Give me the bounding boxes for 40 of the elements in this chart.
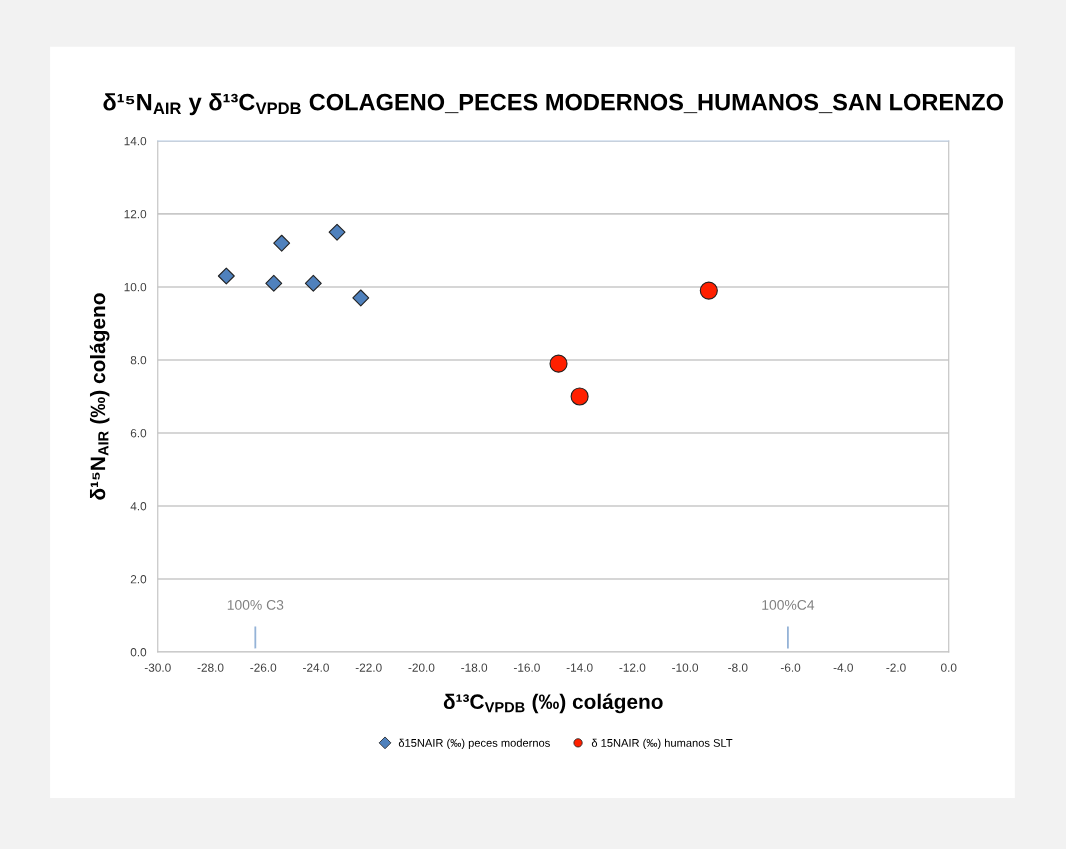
- annotation: 100% C3: [227, 600, 284, 610]
- x-tick-label: -6.0: [780, 663, 801, 672]
- point: [352, 289, 370, 307]
- y-tick-label: 2.0: [130, 575, 147, 584]
- point: [217, 267, 235, 285]
- y-tick-label: 8.0: [130, 356, 147, 365]
- point: [328, 223, 346, 241]
- x-tick-label: -10.0: [672, 663, 699, 672]
- legend-label: δ 15NAIR (‰) humanos SLT: [591, 738, 733, 750]
- point: [265, 274, 283, 292]
- point: [273, 234, 291, 252]
- x-tick-label: -30.0: [144, 663, 171, 672]
- chart-title: δ¹⁵N$_{AIR}$ y δ¹³C$_{VPDB}$ COLAGENO_PECES MODERNOS_HUMANOS_SAN LORENZO: [103, 93, 1003, 116]
- y-tick-label: 6.0: [130, 429, 147, 438]
- y-axis-title: δ¹⁵N$_{AIR}$ (‰) colágeno: [89, 293, 110, 500]
- x-tick-label: -4.0: [833, 663, 853, 672]
- x-tick-label: -26.0: [250, 663, 277, 672]
- y-tick-label: 0.0: [130, 648, 147, 657]
- y-tick-label: 12.0: [124, 209, 147, 219]
- x-axis-title: δ¹³C$_{VPDB}$ (‰) colágeno: [443, 693, 663, 714]
- point: [304, 274, 322, 292]
- legend-label: δ15NAIR (‰) peces modernos: [398, 738, 550, 750]
- x-tick-label: -8.0: [728, 663, 748, 672]
- point: [570, 387, 589, 406]
- y-tick-label: 14.0: [124, 136, 147, 146]
- y-tick-label: 4.0: [130, 502, 147, 511]
- x-tick-label: -24.0: [303, 663, 329, 672]
- point: [699, 281, 718, 300]
- x-tick-label: -16.0: [513, 663, 540, 672]
- x-tick-label: -28.0: [197, 663, 224, 672]
- point: [549, 354, 568, 373]
- y-tick-label: 10.0: [124, 283, 147, 292]
- x-tick-label: -14.0: [566, 663, 593, 672]
- x-tick-label: -22.0: [355, 663, 382, 672]
- x-tick-label: -18.0: [461, 663, 488, 672]
- x-tick-label: -2.0: [886, 663, 906, 672]
- annotation: 100%C4: [762, 600, 815, 610]
- x-tick-label: -12.0: [619, 663, 646, 672]
- x-tick-label: 0.0: [941, 663, 957, 672]
- x-tick-label: -20.0: [408, 663, 435, 672]
